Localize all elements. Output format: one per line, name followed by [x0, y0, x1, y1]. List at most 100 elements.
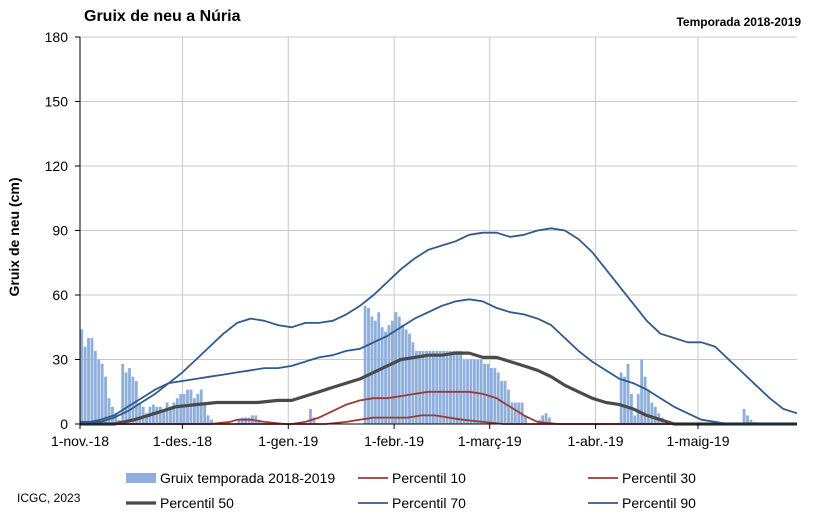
snow-depth-bar: [97, 359, 101, 424]
percentile-line: [80, 390, 797, 425]
snow-depth-bar: [404, 329, 408, 424]
snow-depth-bar: [414, 350, 418, 424]
snow-depth-bar: [503, 381, 507, 424]
snow-depth-bar: [138, 402, 142, 424]
snow-depth-bar: [633, 415, 637, 424]
snow-depth-bar: [513, 402, 517, 424]
snow-depth-bar: [746, 415, 749, 424]
snow-depth-bar: [145, 413, 148, 424]
y-tick-label: 60: [52, 287, 68, 303]
x-tick-label: 1-març-19: [458, 433, 522, 449]
snow-depth-bar: [541, 415, 545, 424]
snow-depth-bar: [459, 350, 463, 424]
legend-swatch-bar: [126, 473, 156, 483]
snow-depth-bar: [394, 312, 398, 424]
snow-depth-bar: [626, 363, 630, 424]
snow-depth-bar: [486, 363, 490, 424]
snow-depth-bar: [510, 402, 514, 424]
snow-depth-bar: [155, 406, 159, 424]
snow-depth-bar: [397, 316, 401, 424]
y-tick-label: 0: [60, 416, 68, 432]
snow-depth-bar: [93, 350, 97, 424]
snow-depth-bar: [169, 406, 172, 424]
snow-depth-bar: [80, 329, 84, 424]
snow-depth-bar: [438, 350, 442, 424]
x-tick-label: 1-nov.-18: [51, 433, 109, 449]
snow-depth-bar: [493, 368, 497, 424]
snow-depth-bar: [312, 417, 316, 424]
snow-depth-bar: [210, 419, 213, 424]
y-tick-label: 180: [45, 29, 69, 45]
snow-depth-bar: [124, 372, 128, 424]
snow-depth-bar: [363, 305, 367, 424]
snow-depth-bar: [182, 393, 186, 424]
legend-label: Percentil 50: [160, 495, 234, 511]
percentile-line: [80, 227, 798, 423]
snow-depth-bar: [449, 350, 452, 424]
snow-depth-bar: [380, 327, 384, 424]
snow-depth-bar: [206, 415, 210, 424]
snow-depth-bar: [425, 350, 428, 424]
x-tick-label: 1-abr.-19: [568, 433, 624, 449]
legend-label: Percentil 30: [622, 470, 696, 486]
snow-depth-bar: [476, 359, 480, 424]
y-axis-label: Gruix de neu (cm): [6, 177, 22, 296]
snow-depth-bar: [377, 312, 381, 424]
season-label: Temporada 2018-2019: [676, 15, 801, 29]
snow-depth-bar: [172, 402, 176, 424]
snow-depth-bar: [455, 350, 459, 424]
snow-depth-bar: [636, 393, 640, 424]
legend-label: Percentil 10: [392, 470, 466, 486]
x-tick-label: 1-gen.-19: [258, 433, 318, 449]
snow-depth-bar: [240, 417, 244, 424]
y-tick-label: 150: [45, 94, 69, 110]
legend-label: Gruix temporada 2018-2019: [160, 470, 335, 486]
snow-depth-bar: [244, 417, 247, 424]
snow-depth-bar: [309, 408, 312, 424]
y-tick-label: 90: [52, 223, 68, 239]
snow-depth-bar: [175, 398, 179, 424]
snow-depth-bar: [650, 402, 654, 424]
snow-depth-bar: [114, 413, 118, 424]
snow-depth-bar: [121, 363, 125, 424]
snow-depth-bar: [189, 389, 193, 424]
snow-depth-bar: [247, 417, 251, 424]
snow-depth-bar: [401, 325, 405, 424]
x-tick-label: 1-febr.-19: [364, 433, 424, 449]
snow-depth-bar: [203, 402, 207, 424]
percentile-line: [80, 351, 797, 426]
snow-depth-bar: [104, 376, 108, 424]
percentile-line: [79, 298, 797, 425]
snow-depth-bar: [421, 350, 425, 424]
snow-depth-bar: [623, 376, 626, 424]
snow-depth-bar: [435, 350, 439, 424]
snow-depth-bar: [428, 350, 432, 424]
snow-depth-bar: [90, 338, 94, 424]
snow-depth-bar: [643, 376, 647, 424]
snow-depth-bar: [196, 393, 200, 424]
snow-depth-bar: [507, 389, 510, 424]
snow-depth-bar: [411, 342, 415, 424]
snow-depth-bar: [408, 333, 411, 424]
snow-depth-bar: [640, 359, 644, 424]
snow-depth-bar: [179, 393, 183, 424]
snow-depth-bar: [370, 316, 374, 424]
snow-depth-bar: [367, 307, 370, 424]
snow-depth-bar: [517, 402, 521, 424]
snow-depth-bar: [384, 331, 387, 424]
snow-depth-bar: [387, 325, 391, 424]
snow-depth-bar: [100, 363, 104, 424]
y-tick-label: 120: [45, 158, 69, 174]
snow-depth-bar: [749, 419, 753, 424]
snow-depth-bar: [391, 320, 394, 424]
x-tick-label: 1-des.-18: [153, 433, 212, 449]
snow-depth-bar: [131, 376, 135, 424]
snow-depth-bar: [442, 350, 446, 424]
snow-depth-bar: [87, 338, 90, 424]
snow-depth-bar: [653, 406, 657, 424]
y-tick-label: 30: [52, 352, 68, 368]
snow-depth-bar: [192, 398, 196, 424]
snow-depth-bar: [548, 417, 551, 424]
snow-depth-bar: [496, 372, 500, 424]
